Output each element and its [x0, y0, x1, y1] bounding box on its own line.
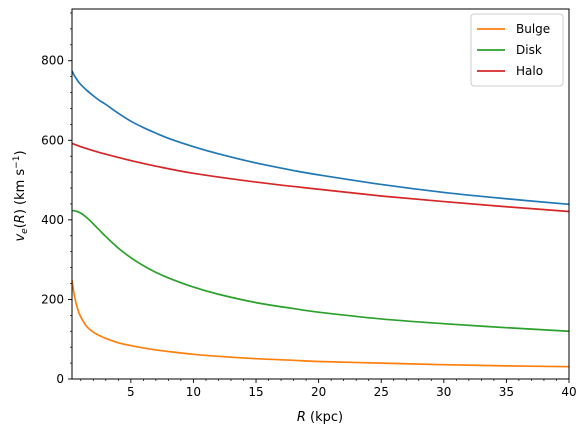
- series-line-disk: [71, 209, 570, 333]
- x-axis-label: R (kpc): [297, 410, 343, 425]
- x-tick-label: 30: [436, 385, 451, 399]
- y-tick-label: 200: [41, 292, 64, 306]
- y-tick-label: 600: [41, 133, 64, 147]
- legend-label: Disk: [516, 43, 542, 57]
- y-tick-label: 800: [41, 54, 64, 68]
- plot-frame: [71, 8, 570, 380]
- y-tick-label: 400: [41, 213, 64, 227]
- legend-label: Bulge: [516, 22, 550, 36]
- x-axis: 5 10 15 20 25 30 35 40: [80, 379, 577, 399]
- legend-frame: [470, 13, 564, 87]
- legend: Bulge Disk Halo: [470, 13, 564, 87]
- x-tick-label: 15: [248, 385, 263, 399]
- x-tick-label: 25: [374, 385, 389, 399]
- x-tick-label: 35: [499, 385, 514, 399]
- x-tick-label: 10: [186, 385, 201, 399]
- legend-label: Halo: [516, 64, 543, 78]
- y-axis: 0 200 400 600 800: [41, 12, 72, 386]
- x-tick-label: 40: [561, 385, 576, 399]
- y-axis-label: ve(R) (km s−1): [12, 150, 30, 241]
- plot-lines: [71, 70, 570, 368]
- series-line-total: [71, 70, 570, 206]
- series-line-bulge: [71, 280, 570, 368]
- series-line-halo: [71, 142, 570, 213]
- x-tick-label: 5: [127, 385, 135, 399]
- y-tick-label: 0: [56, 372, 64, 386]
- x-tick-label: 20: [311, 385, 326, 399]
